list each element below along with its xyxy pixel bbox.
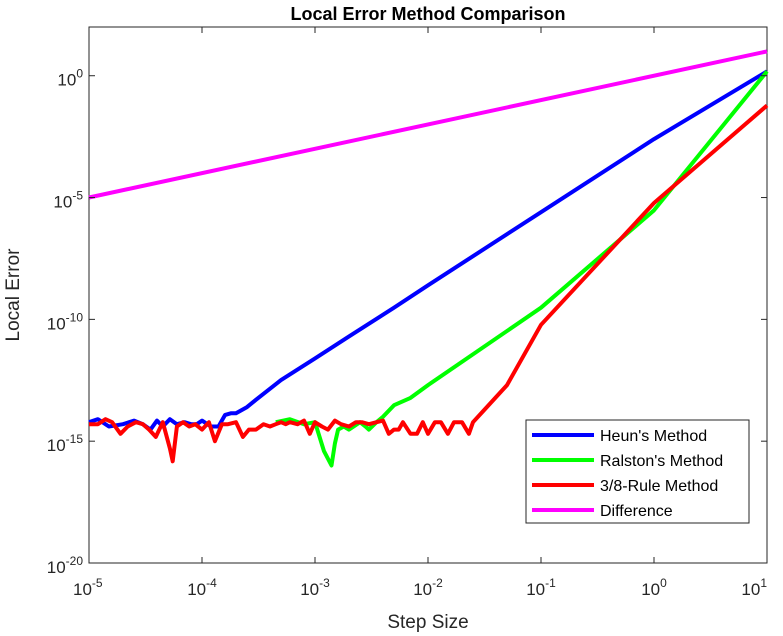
x-tick-label: 10-5	[73, 576, 103, 599]
legend-label-ralston: Ralston's Method	[600, 453, 723, 470]
y-axis-label: Local Error	[3, 248, 24, 342]
y-tick-label: 10-15	[47, 432, 84, 455]
x-tick-label: 10-2	[413, 576, 443, 599]
x-axis-label: Step Size	[387, 612, 468, 633]
legend: Heun's Method Ralston's Method 3/8-Rule …	[525, 419, 750, 524]
y-tick-label: 100	[57, 67, 83, 90]
legend-label-38rule: 3/8-Rule Method	[600, 478, 718, 495]
y-tick-label: 10-10	[47, 310, 84, 333]
series-line-2	[89, 103, 769, 464]
legend-label-difference: Difference	[600, 503, 673, 520]
x-tick-label: 101	[741, 576, 767, 599]
legend-box	[525, 419, 750, 524]
series-layer	[88, 49, 769, 468]
y-tick-label: 10-5	[53, 189, 83, 212]
tick-layer: 10-5 10-4 10-3 10-2 10-1 100 101 10-20 10-15 10-1…	[47, 27, 768, 599]
x-tick-label: 10-1	[526, 576, 556, 599]
x-tick-label: 100	[641, 576, 667, 599]
legend-label-heun: Heun's Method	[600, 428, 707, 445]
x-tick-label: 10-4	[187, 576, 217, 599]
chart-title: Local Error Method Comparison	[290, 4, 565, 24]
x-tick-label: 10-3	[300, 576, 330, 599]
series-line-1	[275, 70, 769, 468]
y-tick-label: 10-20	[47, 554, 84, 577]
series-line-3	[88, 49, 768, 200]
